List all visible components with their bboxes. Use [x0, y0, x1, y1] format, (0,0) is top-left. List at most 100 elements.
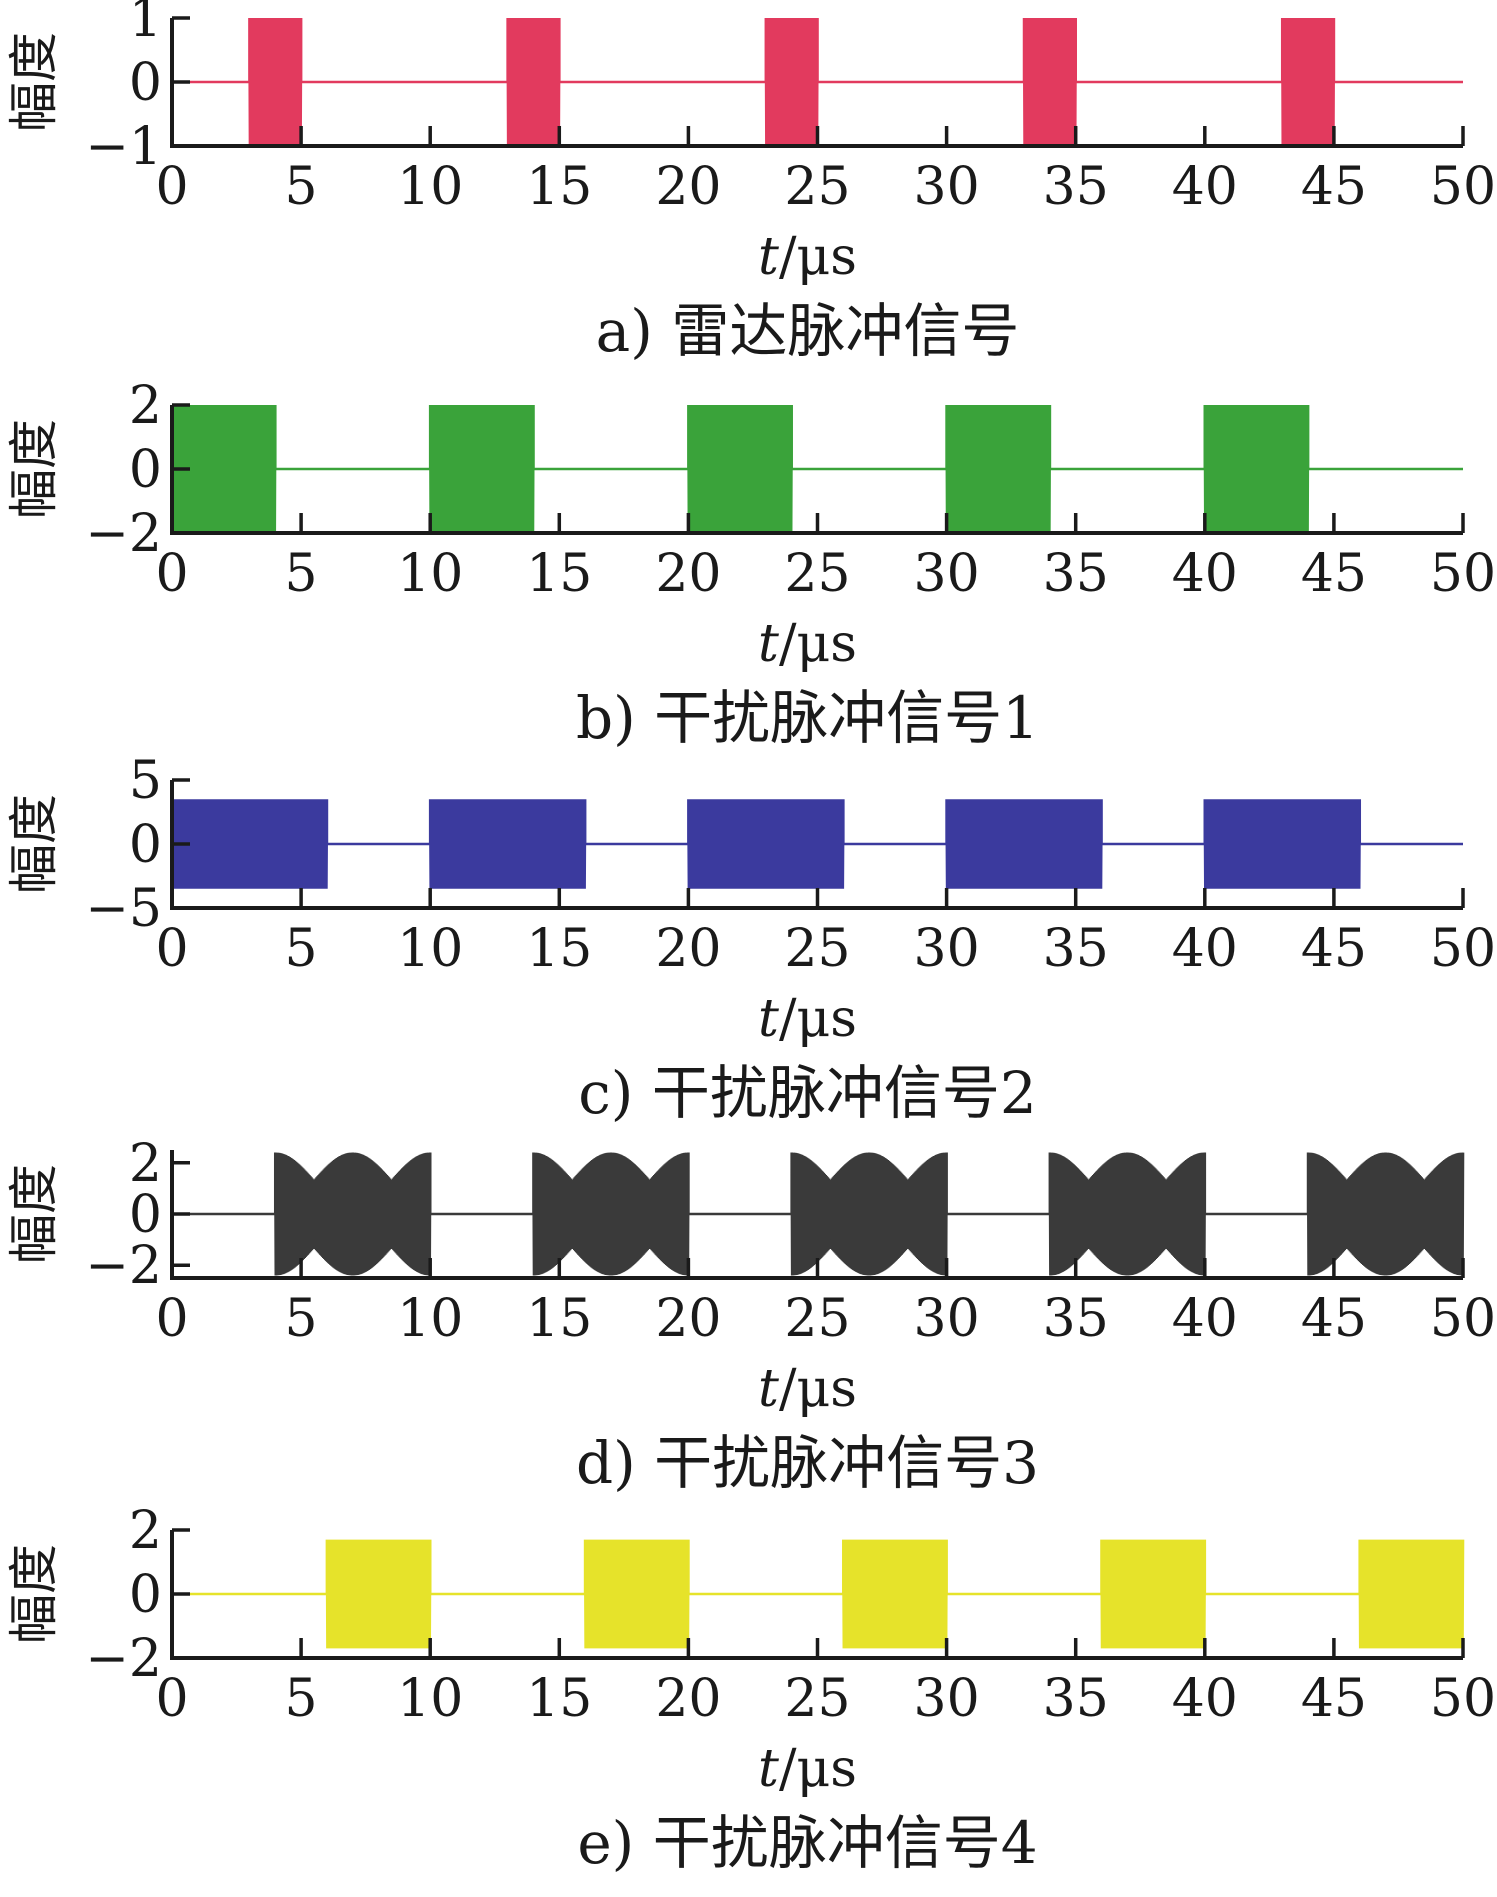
x-tick-label: 5: [285, 1289, 318, 1349]
y-tick-label: −2: [85, 1629, 162, 1689]
x-axis-variable: t: [758, 1359, 779, 1419]
x-tick-label: 45: [1301, 1669, 1367, 1729]
x-tick-label: 25: [784, 1289, 850, 1349]
x-axis-variable: t: [758, 614, 779, 674]
x-tick-label: 40: [1172, 157, 1238, 217]
x-axis-variable: t: [758, 989, 779, 1049]
x-tick-label: 30: [914, 1669, 980, 1729]
series-line-b: [170, 404, 1463, 534]
x-tick-label: 10: [397, 157, 463, 217]
x-tick-label: 0: [155, 919, 188, 979]
panel-caption: c) 干扰脉冲信号2: [578, 1059, 1036, 1127]
x-tick-label: 10: [397, 1289, 463, 1349]
x-tick-label: 40: [1172, 544, 1238, 604]
x-tick-label: 0: [155, 157, 188, 217]
x-axis-label: t/μs: [758, 614, 857, 674]
y-axis-label: 幅度: [5, 1164, 63, 1264]
y-tick-label: 0: [129, 53, 162, 113]
series-line-e: [172, 1539, 1465, 1649]
x-tick-label: 45: [1301, 919, 1367, 979]
x-axis-label: t/μs: [758, 1739, 857, 1799]
x-tick-label: 15: [526, 1669, 592, 1729]
y-tick-label: 0: [129, 815, 162, 875]
x-tick-label: 20: [655, 157, 721, 217]
x-axis-label: t/μs: [758, 1359, 857, 1419]
y-axis-label: 幅度: [5, 32, 63, 132]
x-tick-label: 50: [1430, 1289, 1496, 1349]
y-tick-label: 0: [129, 440, 162, 500]
x-axis-label: t/μs: [758, 989, 857, 1049]
x-tick-label: 15: [526, 1289, 592, 1349]
x-tick-label: 5: [285, 544, 318, 604]
x-tick-label: 30: [914, 544, 980, 604]
x-axis-unit: /μs: [779, 227, 857, 287]
x-axis-label: t/μs: [758, 227, 857, 287]
x-tick-label: 10: [397, 1669, 463, 1729]
panel-caption: d) 干扰脉冲信号3: [576, 1429, 1039, 1497]
x-tick-label: 30: [914, 1289, 980, 1349]
y-tick-label: −5: [85, 879, 162, 939]
x-axis-unit: /μs: [779, 614, 857, 674]
x-axis-variable: t: [758, 227, 779, 287]
x-tick-label: 25: [784, 919, 850, 979]
y-tick-label: 2: [129, 376, 162, 436]
x-tick-label: 10: [397, 544, 463, 604]
y-tick-label: −2: [85, 504, 162, 564]
y-tick-label: 2: [129, 1134, 162, 1194]
panel-caption: e) 干扰脉冲信号4: [577, 1809, 1037, 1877]
y-tick-label: 1: [129, 0, 162, 49]
x-tick-label: 35: [1043, 157, 1109, 217]
x-tick-label: 30: [914, 919, 980, 979]
x-tick-label: 20: [655, 1669, 721, 1729]
x-tick-label: 40: [1172, 919, 1238, 979]
y-tick-label: 5: [129, 751, 162, 811]
x-tick-label: 35: [1043, 919, 1109, 979]
x-tick-label: 45: [1301, 157, 1367, 217]
x-tick-label: 0: [155, 1669, 188, 1729]
y-axis-label: 幅度: [5, 419, 63, 519]
x-tick-label: 35: [1043, 1289, 1109, 1349]
x-tick-label: 5: [285, 1669, 318, 1729]
x-axis-unit: /μs: [779, 1739, 857, 1799]
x-tick-label: 35: [1043, 1669, 1109, 1729]
x-tick-label: 45: [1301, 544, 1367, 604]
x-tick-label: 0: [155, 1289, 188, 1349]
y-axis-label: 幅度: [5, 794, 63, 894]
x-tick-label: 50: [1430, 919, 1496, 979]
x-tick-label: 50: [1430, 1669, 1496, 1729]
x-axis-variable: t: [758, 1739, 779, 1799]
x-tick-label: 20: [655, 1289, 721, 1349]
x-tick-label: 25: [784, 1669, 850, 1729]
x-tick-label: 15: [526, 919, 592, 979]
x-tick-label: 15: [526, 544, 592, 604]
x-tick-label: 10: [397, 919, 463, 979]
panel-caption: a) 雷达脉冲信号: [596, 297, 1020, 365]
series-line-c: [170, 799, 1463, 889]
x-tick-label: 5: [285, 157, 318, 217]
x-tick-label: 30: [914, 157, 980, 217]
y-tick-label: −2: [85, 1236, 162, 1296]
x-axis-unit: /μs: [779, 1359, 857, 1419]
x-tick-label: 40: [1172, 1289, 1238, 1349]
panel-caption: b) 干扰脉冲信号1: [576, 684, 1039, 752]
x-tick-label: 40: [1172, 1669, 1238, 1729]
series-line-d: [172, 1152, 1465, 1276]
y-tick-label: 2: [129, 1501, 162, 1561]
y-tick-label: −1: [85, 117, 162, 177]
x-tick-label: 15: [526, 157, 592, 217]
x-tick-label: 25: [784, 544, 850, 604]
y-tick-label: 0: [129, 1565, 162, 1625]
y-tick-label: 0: [129, 1185, 162, 1245]
x-tick-label: 25: [784, 157, 850, 217]
x-tick-label: 45: [1301, 1289, 1367, 1349]
series-line-a: [172, 17, 1463, 147]
x-tick-label: 50: [1430, 544, 1496, 604]
x-tick-label: 5: [285, 919, 318, 979]
x-tick-label: 0: [155, 544, 188, 604]
